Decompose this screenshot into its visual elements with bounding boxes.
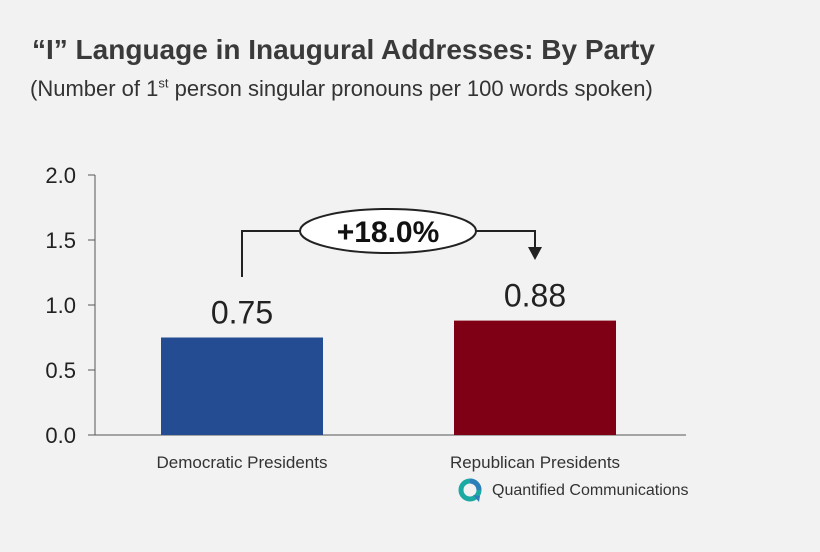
bar bbox=[161, 337, 323, 435]
subtitle-pre: (Number of 1 bbox=[30, 76, 159, 101]
annotation-bracket-right bbox=[472, 230, 536, 247]
quantified-logo-icon bbox=[458, 478, 482, 502]
y-tick-label: 0.5 bbox=[45, 358, 76, 383]
annotation-bracket-left bbox=[241, 230, 305, 277]
y-tick-label: 2.0 bbox=[45, 163, 76, 188]
subtitle-superscript: st bbox=[158, 75, 169, 91]
brand-logo: Quantified Communications bbox=[458, 478, 689, 504]
y-tick-label: 1.0 bbox=[45, 293, 76, 318]
bar-value-label: 0.88 bbox=[504, 278, 566, 314]
chart-title: “I” Language in Inaugural Addresses: By … bbox=[32, 34, 655, 65]
logo-text: Quantified Communications bbox=[492, 482, 689, 499]
y-tick-label: 0.0 bbox=[45, 423, 76, 448]
x-category-label: Republican Presidents bbox=[450, 453, 620, 472]
bar-value-label: 0.75 bbox=[211, 295, 273, 331]
x-category-label: Democratic Presidents bbox=[156, 453, 327, 472]
annotation-arrowhead bbox=[528, 247, 542, 260]
bar bbox=[454, 320, 616, 435]
annotation-ellipse bbox=[299, 208, 477, 254]
annotation-label: +18.0% bbox=[337, 216, 440, 249]
chart-subtitle: (Number of 1st person singular pronouns … bbox=[30, 76, 653, 102]
subtitle-post: person singular pronouns per 100 words s… bbox=[168, 76, 653, 101]
y-tick-label: 1.5 bbox=[45, 228, 76, 253]
